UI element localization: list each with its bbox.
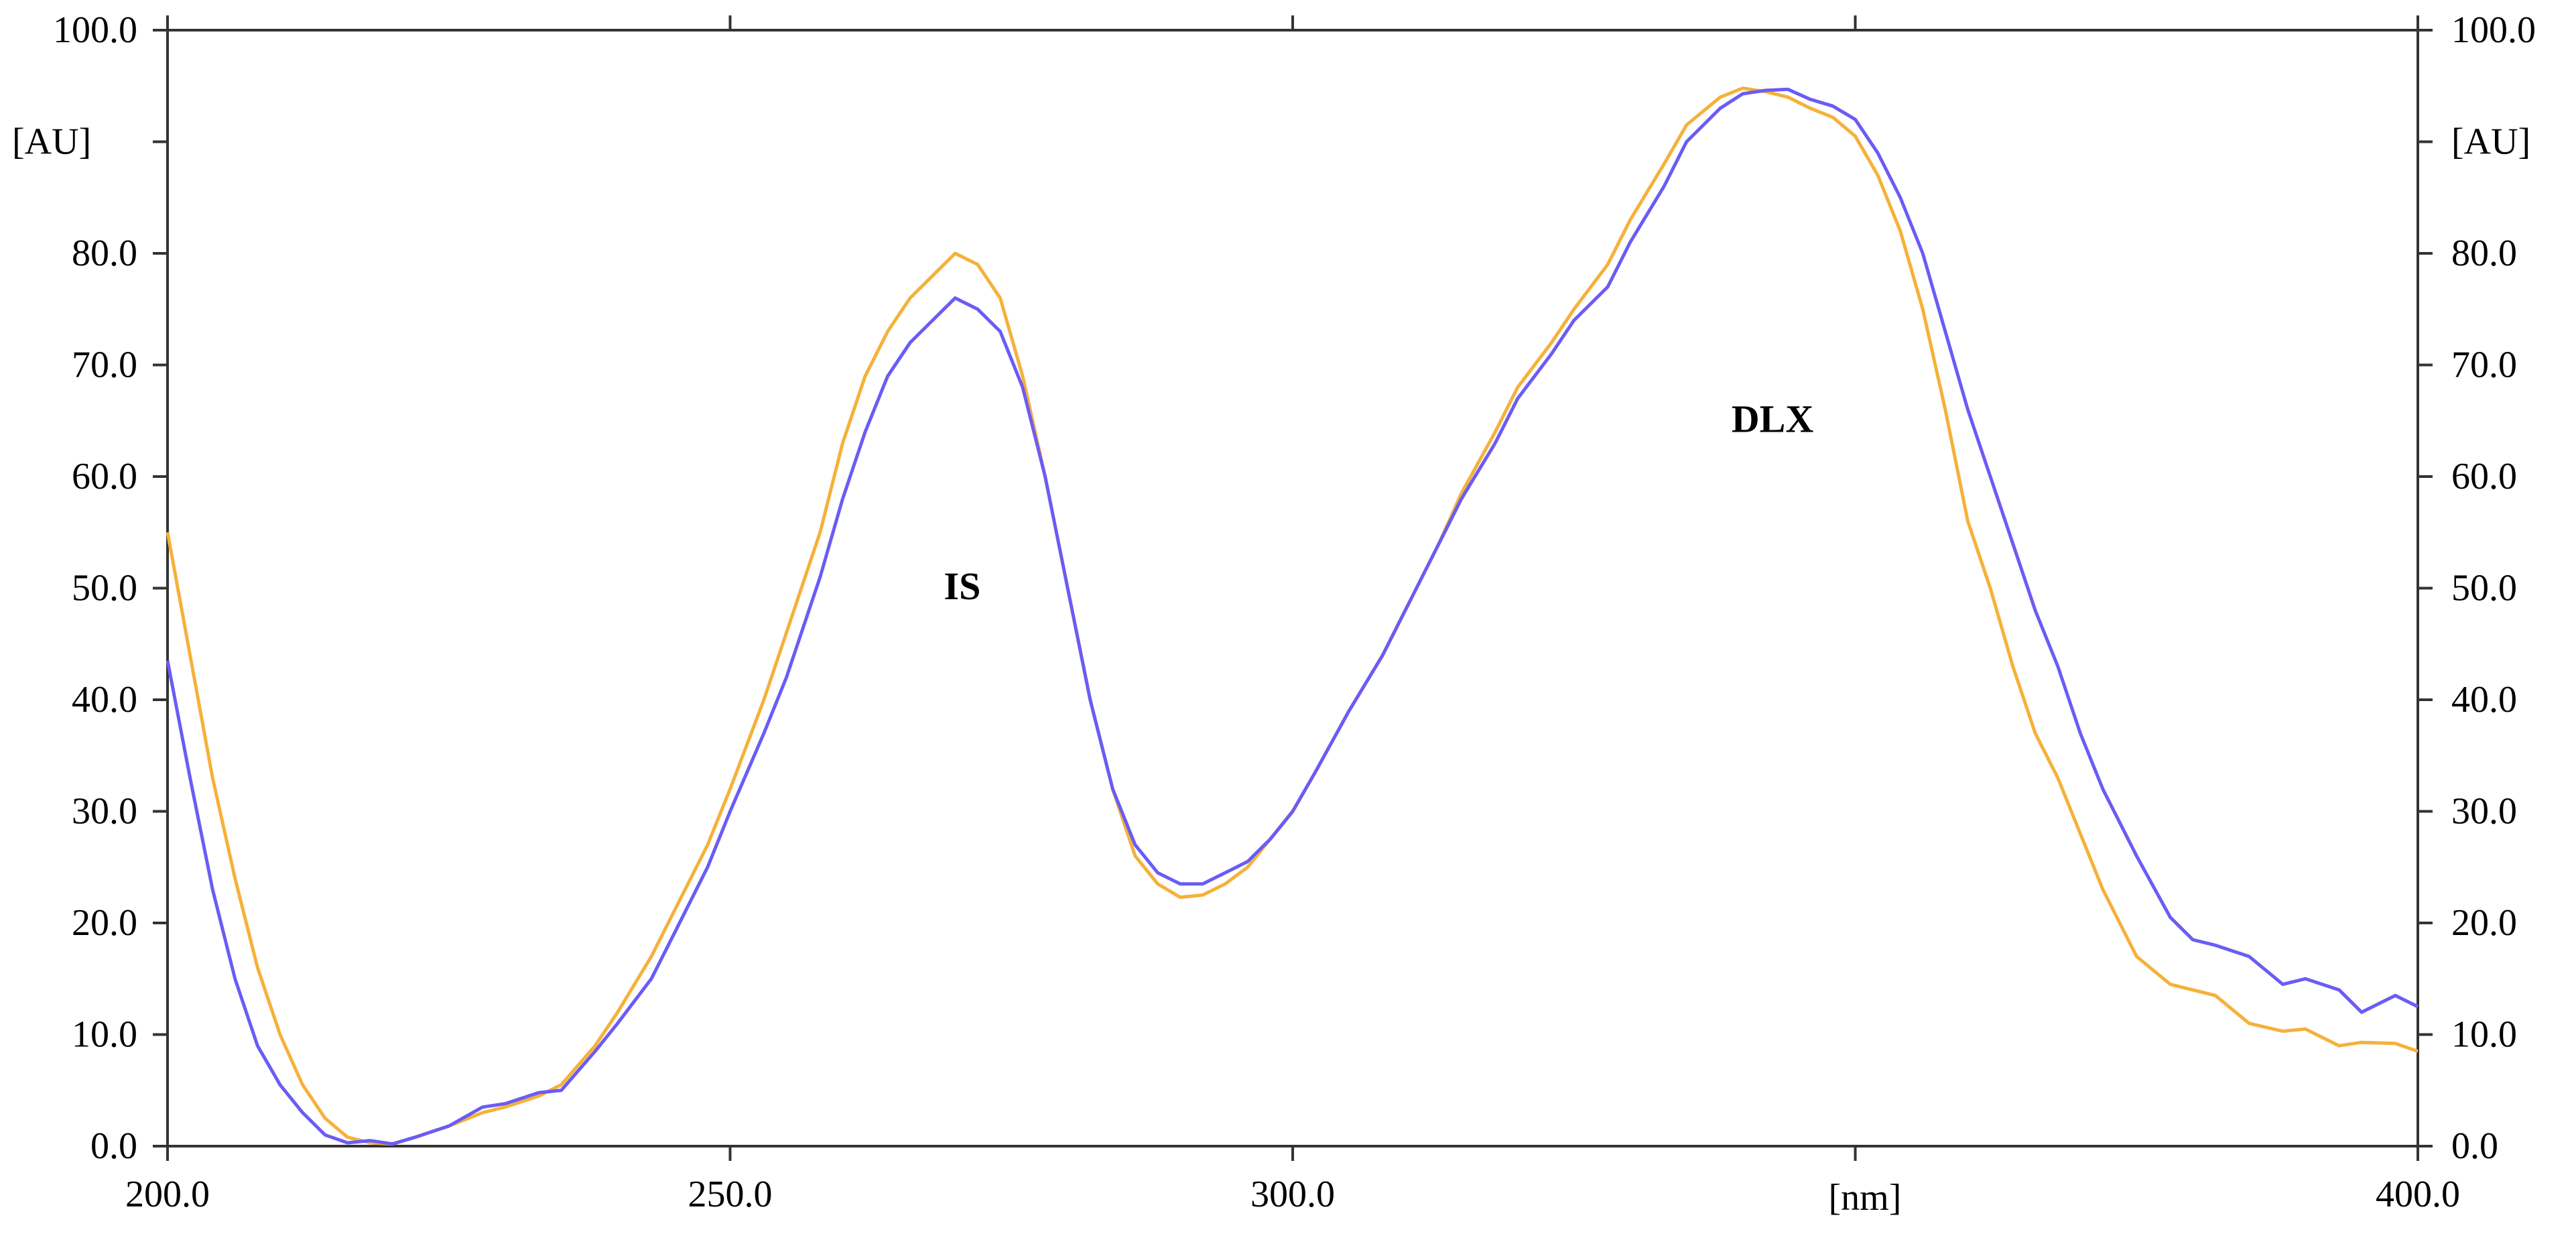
y-tick-label-left: 40.0 — [72, 679, 137, 721]
y-tick-label-right: 80.0 — [2451, 233, 2517, 274]
annotation-dlx: DLX — [1732, 397, 1814, 440]
x-tick-label: 300.0 — [1250, 1174, 1335, 1215]
series-line-0 — [166, 87, 2419, 1146]
x-axis-label: [nm] — [1829, 1177, 1902, 1219]
y-axis-label-left: [AU] — [12, 121, 91, 163]
y-tick-label-left: 100.0 — [53, 9, 137, 51]
y-tick-label-right: 70.0 — [2451, 345, 2517, 386]
y-tick-label-right: 50.0 — [2451, 568, 2517, 609]
y-tick-label-left: 80.0 — [72, 233, 137, 274]
x-tick-label: 200.0 — [125, 1174, 210, 1215]
y-tick-label-right: 20.0 — [2451, 902, 2517, 944]
y-tick-label-left: 30.0 — [72, 791, 137, 832]
plot-frame — [166, 29, 2419, 1147]
labels-layer: [AU] [AU] [nm] IS DLX — [12, 121, 2530, 1219]
x-tick-label: 400.0 — [2376, 1174, 2460, 1215]
y-tick-label-left: 0.0 — [90, 1125, 137, 1167]
series-line-1 — [166, 86, 2419, 1146]
y-tick-label-right: 100.0 — [2451, 9, 2536, 51]
y-tick-label-left: 70.0 — [72, 345, 137, 386]
axes-layer: 0.0 0.0 10.0 10.0 20.0 20.0 30.0 30.0 40.0 40.0 50… — [53, 9, 2536, 1215]
x-tick-label: 250.0 — [688, 1174, 773, 1215]
series-layer — [166, 86, 2419, 1146]
y-tick-label-right: 60.0 — [2451, 456, 2517, 497]
y-tick-label-right: 0.0 — [2451, 1125, 2498, 1167]
y-tick-label-left: 20.0 — [72, 902, 137, 944]
y-tick-label-right: 40.0 — [2451, 679, 2517, 721]
y-tick-label-right: 10.0 — [2451, 1014, 2517, 1056]
y-tick-label-left: 50.0 — [72, 568, 137, 609]
y-tick-label-right: 30.0 — [2451, 791, 2517, 832]
y-tick-label-left: 60.0 — [72, 456, 137, 497]
y-axis-label-right: [AU] — [2451, 121, 2530, 163]
annotation-is: IS — [944, 564, 981, 608]
y-tick-label-left: 10.0 — [72, 1014, 137, 1056]
